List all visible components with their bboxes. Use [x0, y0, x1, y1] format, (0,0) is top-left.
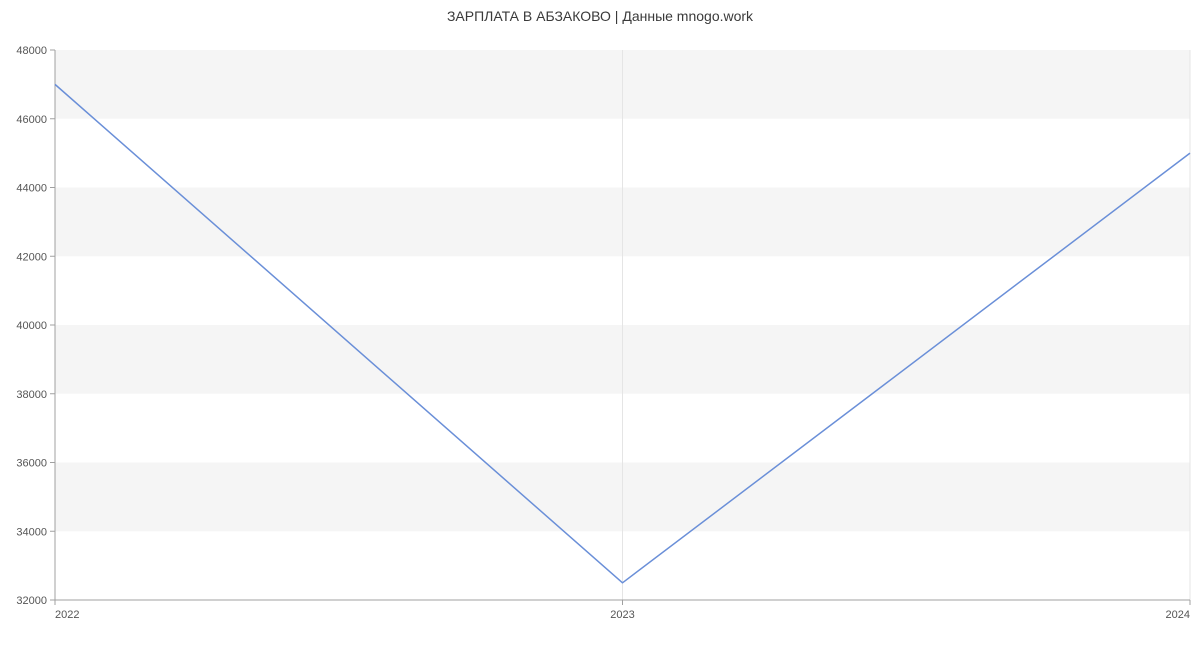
y-tick-label: 36000 [16, 458, 47, 470]
x-tick-label: 2022 [55, 609, 79, 621]
y-tick-label: 42000 [16, 251, 47, 263]
line-chart: 32000 34000 36000 38000 40000 42000 44000 46000… [0, 30, 1200, 630]
x-tick-label: 2023 [610, 609, 634, 621]
chart-title: ЗАРПЛАТА В АБЗАКОВО | Данные mnogo.work [0, 8, 1200, 24]
y-tick-label: 38000 [16, 389, 47, 401]
y-tick-label: 44000 [16, 183, 47, 195]
y-tick-label: 46000 [16, 114, 47, 126]
y-tick-label: 34000 [16, 526, 47, 538]
chart-container: ЗАРПЛАТА В АБЗАКОВО | Данные mnogo.work … [0, 0, 1200, 650]
y-tick-label: 40000 [16, 320, 47, 332]
y-tick-label: 48000 [16, 45, 47, 57]
x-tick-label: 2024 [1166, 609, 1190, 621]
y-tick-label: 32000 [16, 595, 47, 607]
